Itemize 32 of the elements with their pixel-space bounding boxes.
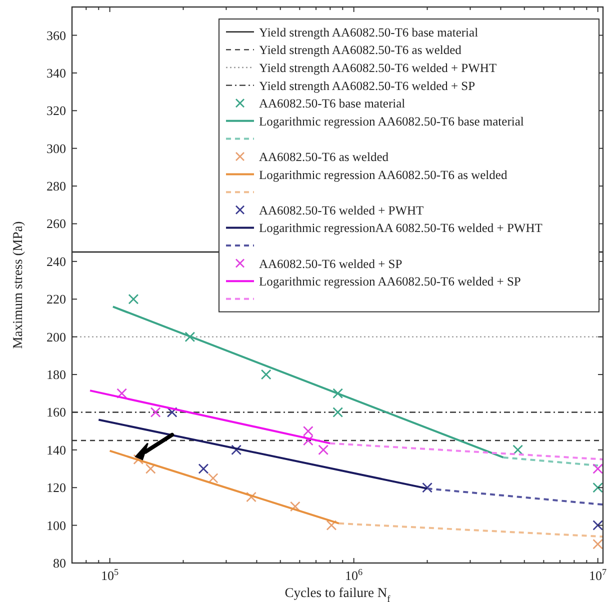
y-tick-label: 180 — [46, 367, 66, 382]
legend-label: AA6082.50-T6 welded + SP — [259, 256, 402, 271]
y-tick-label: 140 — [46, 442, 66, 458]
y-tick-label: 220 — [46, 292, 66, 307]
y-tick-label: 280 — [46, 178, 66, 194]
y-tick-label: 260 — [46, 216, 66, 232]
x-tick-label: 10$^{7}$ — [589, 567, 608, 583]
legend-label: Yield strength AA6082.50-T6 base material — [259, 25, 479, 40]
y-tick-label: 320 — [46, 103, 66, 118]
y-tick-label: 340 — [46, 65, 66, 80]
x-axis-title: Cycles to failure N$_{f}$ — [284, 585, 392, 602]
legend-label: AA6082.50-T6 base material — [259, 96, 406, 111]
legend-label: Logarithmic regression AA6082.50-T6 base material — [259, 114, 524, 128]
legend-label: Logarithmic regression AA6082.50-T6 welded + SP — [259, 274, 521, 289]
y-tick-label: 300 — [46, 140, 66, 156]
x-tick-label: 10$^{6}$ — [345, 567, 364, 583]
legend-label: Logarithmic regression AA6082.50-T6 as welded — [259, 168, 508, 182]
y-tick-label: 100 — [46, 518, 66, 533]
y-tick-label: 160 — [46, 404, 66, 420]
y-axis-title: Maximum stress (MPa) — [10, 221, 25, 349]
y-tick-label: 360 — [46, 28, 66, 43]
legend-label: Yield strength AA6082.50-T6 as welded — [259, 43, 462, 58]
legend-label: AA6082.50-T6 welded + PWHT — [259, 203, 424, 218]
y-tick-label: 200 — [46, 329, 66, 344]
y-tick-label: 120 — [46, 480, 66, 496]
legend-label: Yield strength AA6082.50-T6 welded + SP — [259, 78, 476, 93]
y-tick-label: 240 — [46, 254, 66, 269]
legend-label: Yield strength AA6082.50-T6 welded + PWHT — [259, 61, 497, 75]
x-tick-label: 10$^{5}$ — [101, 567, 120, 583]
legend-label: AA6082.50-T6 as welded — [259, 150, 390, 164]
legend-label: Logarithmic regressionAA 6082.50-T6 welded + PWHT — [259, 221, 543, 236]
y-tick-label: 80 — [53, 556, 66, 570]
